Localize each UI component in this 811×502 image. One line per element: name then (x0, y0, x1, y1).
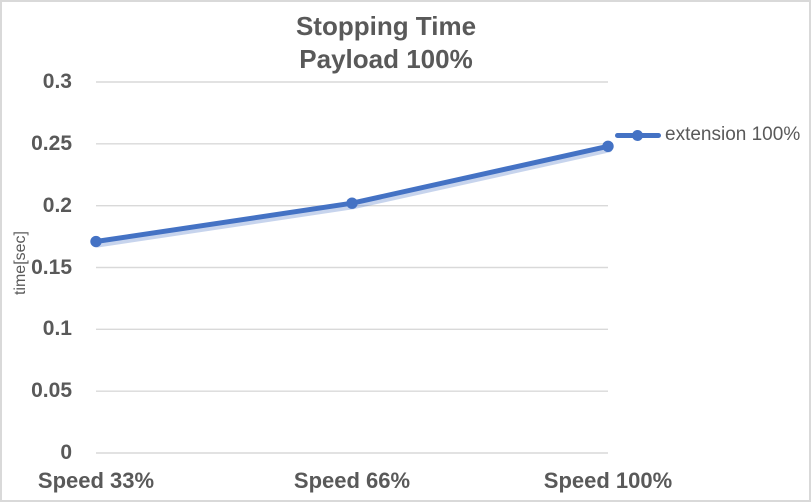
chart-title-line2: Payload 100% (299, 44, 473, 74)
y-tick-label: 0.1 (42, 317, 72, 341)
chart-title: Stopping Time Payload 100% (2, 10, 770, 76)
data-point-marker (90, 235, 102, 248)
y-tick-label: 0.3 (42, 70, 72, 93)
y-tick-label: 0.15 (31, 255, 72, 279)
legend: extension 100% (615, 122, 800, 148)
chart-title-line1: Stopping Time (295, 11, 477, 41)
legend-line-marker-icon (615, 122, 661, 148)
legend-dot-icon (632, 129, 643, 141)
series-line (93, 143, 611, 245)
y-tick-label: 0 (60, 441, 72, 464)
x-category-label: Speed 33% (37, 468, 155, 493)
y-tick-label: 0.25 (31, 131, 72, 155)
y-tick-label: 0.05 (31, 379, 72, 403)
x-category-label: Speed 100% (543, 468, 673, 493)
data-point-marker (346, 197, 358, 209)
data-point-marker (602, 140, 614, 153)
x-category-label: Speed 66% (293, 468, 411, 493)
legend-series-label: extension 100% (665, 124, 801, 145)
y-tick-label: 0.2 (42, 193, 72, 217)
